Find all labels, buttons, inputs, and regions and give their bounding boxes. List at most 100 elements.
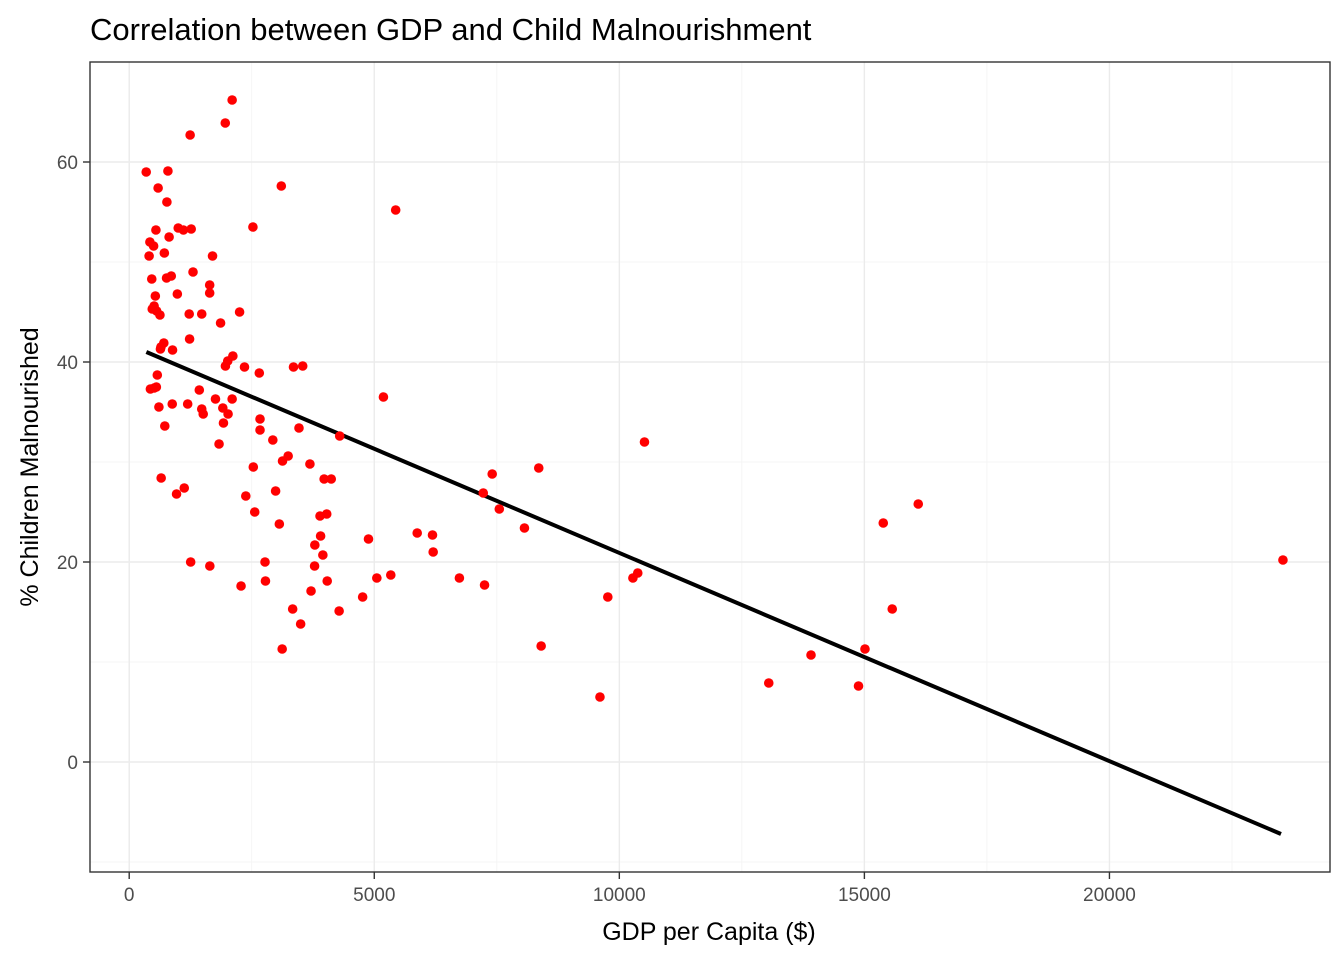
data-point <box>141 167 152 177</box>
data-point <box>236 581 246 591</box>
data-point <box>159 248 170 258</box>
data-point <box>167 345 178 355</box>
data-point <box>494 504 505 514</box>
x-tick-label: 5000 <box>353 885 395 906</box>
data-point <box>357 592 368 602</box>
data-point <box>288 362 299 372</box>
data-point <box>220 118 231 128</box>
data-point <box>227 394 237 404</box>
data-point <box>806 650 816 660</box>
data-point <box>207 251 218 261</box>
data-point <box>260 557 270 567</box>
data-point <box>315 511 325 521</box>
data-point <box>378 392 389 402</box>
data-point <box>487 469 497 479</box>
data-point <box>878 518 889 528</box>
data-point <box>1278 555 1288 565</box>
x-tick-label: 0 <box>124 885 135 906</box>
chart-title: Correlation between GDP and Child Malnou… <box>90 12 812 47</box>
data-point <box>326 474 337 484</box>
data-point <box>385 570 396 580</box>
data-point <box>148 241 159 251</box>
x-tick-label: 10000 <box>593 885 646 906</box>
data-point <box>150 291 161 301</box>
data-point <box>194 385 205 395</box>
data-point <box>227 95 237 105</box>
data-point <box>172 289 183 299</box>
data-point <box>887 604 898 614</box>
data-point <box>151 225 161 235</box>
data-points <box>141 95 1288 702</box>
data-point <box>163 166 173 176</box>
data-point <box>179 483 190 493</box>
x-tick-label: 20000 <box>1083 885 1136 906</box>
data-point <box>270 486 281 496</box>
data-point <box>223 409 233 419</box>
data-point <box>145 384 156 394</box>
data-point <box>363 534 374 544</box>
data-point <box>185 557 196 567</box>
data-point <box>334 431 345 441</box>
data-point <box>853 681 864 691</box>
data-point <box>159 421 170 431</box>
data-point <box>162 197 172 207</box>
data-point <box>255 425 265 435</box>
data-point <box>186 224 197 234</box>
data-point <box>146 274 157 284</box>
data-point <box>260 576 271 586</box>
data-point <box>315 531 326 541</box>
trend-line-layer <box>145 350 1282 836</box>
data-point <box>628 573 638 583</box>
data-point <box>322 576 333 586</box>
data-point <box>215 318 226 328</box>
data-point <box>287 604 298 614</box>
data-point <box>334 606 344 616</box>
y-tick-label: 20 <box>57 553 78 574</box>
data-point <box>860 644 870 654</box>
x-tick-label: 15000 <box>838 885 891 906</box>
data-point <box>167 399 178 409</box>
data-point <box>595 692 605 702</box>
data-point <box>603 592 613 602</box>
data-point <box>249 507 260 517</box>
data-point <box>390 205 401 215</box>
data-point <box>428 547 438 557</box>
data-point <box>913 499 924 509</box>
data-point <box>763 678 774 688</box>
y-tick-label: 40 <box>57 353 78 374</box>
data-point <box>533 463 544 473</box>
data-point <box>156 342 166 352</box>
data-point <box>372 573 382 583</box>
data-point <box>184 309 194 319</box>
y-tick-label: 60 <box>57 153 78 174</box>
data-point <box>204 288 215 298</box>
grid-lines <box>90 61 1330 872</box>
data-point <box>519 523 530 533</box>
data-point <box>241 491 251 501</box>
axes: 0 5000 10000 15000 20000 0 20 40 60 <box>57 153 1136 906</box>
data-point <box>205 561 215 571</box>
data-point <box>306 586 316 596</box>
data-point <box>239 362 250 372</box>
data-point <box>188 267 198 277</box>
data-point <box>178 225 189 235</box>
x-axis-title: GDP per Capita ($) <box>602 918 816 946</box>
data-point <box>255 414 265 424</box>
data-point <box>218 418 229 428</box>
data-point <box>274 519 285 529</box>
data-point <box>204 280 215 290</box>
data-point <box>478 488 489 498</box>
panel-border <box>89 61 1331 873</box>
data-point <box>185 130 195 140</box>
data-point <box>198 409 209 419</box>
data-point <box>310 540 320 550</box>
data-point <box>294 423 304 433</box>
data-point <box>536 641 546 651</box>
data-point <box>144 251 154 261</box>
y-tick-label: 0 <box>67 753 78 774</box>
data-point <box>171 489 182 499</box>
data-point <box>196 309 207 319</box>
data-point <box>254 368 265 378</box>
data-point <box>214 439 224 449</box>
